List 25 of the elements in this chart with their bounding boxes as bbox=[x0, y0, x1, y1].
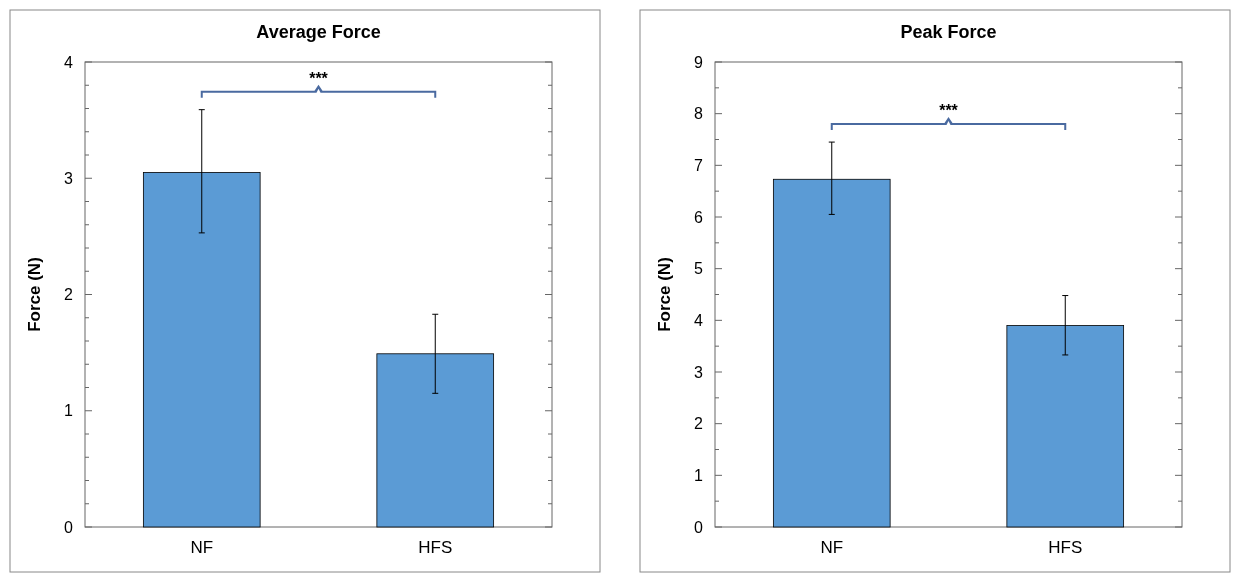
chart-title: Average Force bbox=[256, 22, 381, 42]
y-tick-label: 0 bbox=[694, 518, 704, 536]
y-tick-label: 4 bbox=[694, 311, 704, 329]
chart-title: Peak Force bbox=[900, 22, 997, 42]
y-tick-label: 8 bbox=[694, 105, 704, 123]
y-tick-label: 6 bbox=[694, 208, 704, 226]
y-tick-label: 9 bbox=[694, 53, 704, 71]
y-tick-label: 2 bbox=[694, 415, 704, 433]
x-tick-label: HFS bbox=[418, 538, 453, 557]
annotation: *** bbox=[939, 102, 959, 120]
y-tick-label: 2 bbox=[64, 286, 74, 304]
y-tick-label: 0 bbox=[64, 518, 74, 536]
y-tick-label: 1 bbox=[64, 402, 74, 420]
annotation: *** bbox=[309, 69, 329, 87]
y-tick-label: 7 bbox=[694, 156, 704, 174]
y-tick-label: 3 bbox=[64, 169, 74, 187]
y-tick-label: 1 bbox=[694, 466, 704, 484]
y-tick-label: 5 bbox=[694, 260, 704, 278]
y-axis-title: Force (N) bbox=[25, 257, 44, 332]
y-tick-label: 3 bbox=[694, 363, 704, 381]
x-tick-label: NF bbox=[190, 538, 214, 557]
x-tick-label: HFS bbox=[1048, 538, 1083, 557]
y-axis-title: Force (N) bbox=[655, 257, 674, 332]
x-tick-label: NF bbox=[820, 538, 844, 557]
y-tick-label: 4 bbox=[64, 53, 74, 71]
